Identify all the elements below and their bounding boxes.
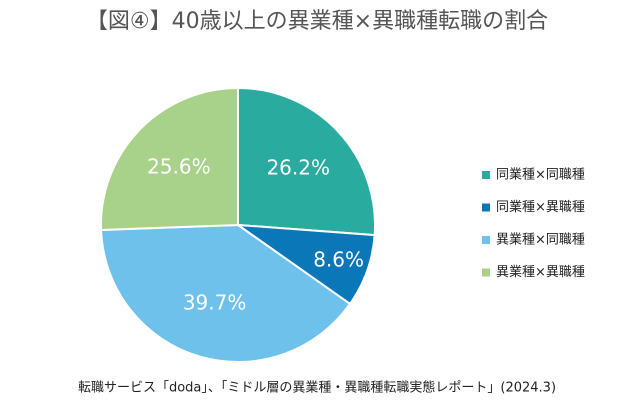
pie-slice bbox=[100, 86, 239, 231]
data-label: 26.2% bbox=[266, 156, 330, 180]
chart-title: 【図④】40歳以上の異業種×異職種転職の割合 bbox=[86, 9, 548, 34]
source: 転職サービス「doda」、「ミドル層の異業種・異職種転職実態レポート」(2024… bbox=[78, 380, 556, 396]
pie-slice bbox=[100, 223, 352, 363]
legend-label: 異業種×同職種 bbox=[496, 232, 585, 248]
data-label: 39.7% bbox=[183, 290, 247, 314]
legend-label: 同業種×異職種 bbox=[496, 199, 585, 215]
pie-slice bbox=[237, 86, 376, 237]
data-label: 8.6% bbox=[313, 248, 364, 272]
legend-swatch bbox=[482, 203, 490, 212]
legend-swatch bbox=[482, 171, 490, 179]
data-label: 25.6% bbox=[147, 154, 211, 178]
legend-swatch bbox=[482, 268, 490, 277]
legend-label: 同業種×同職種 bbox=[496, 167, 585, 183]
legend-label: 異業種×異職種 bbox=[496, 264, 585, 280]
legend-swatch bbox=[482, 236, 490, 244]
